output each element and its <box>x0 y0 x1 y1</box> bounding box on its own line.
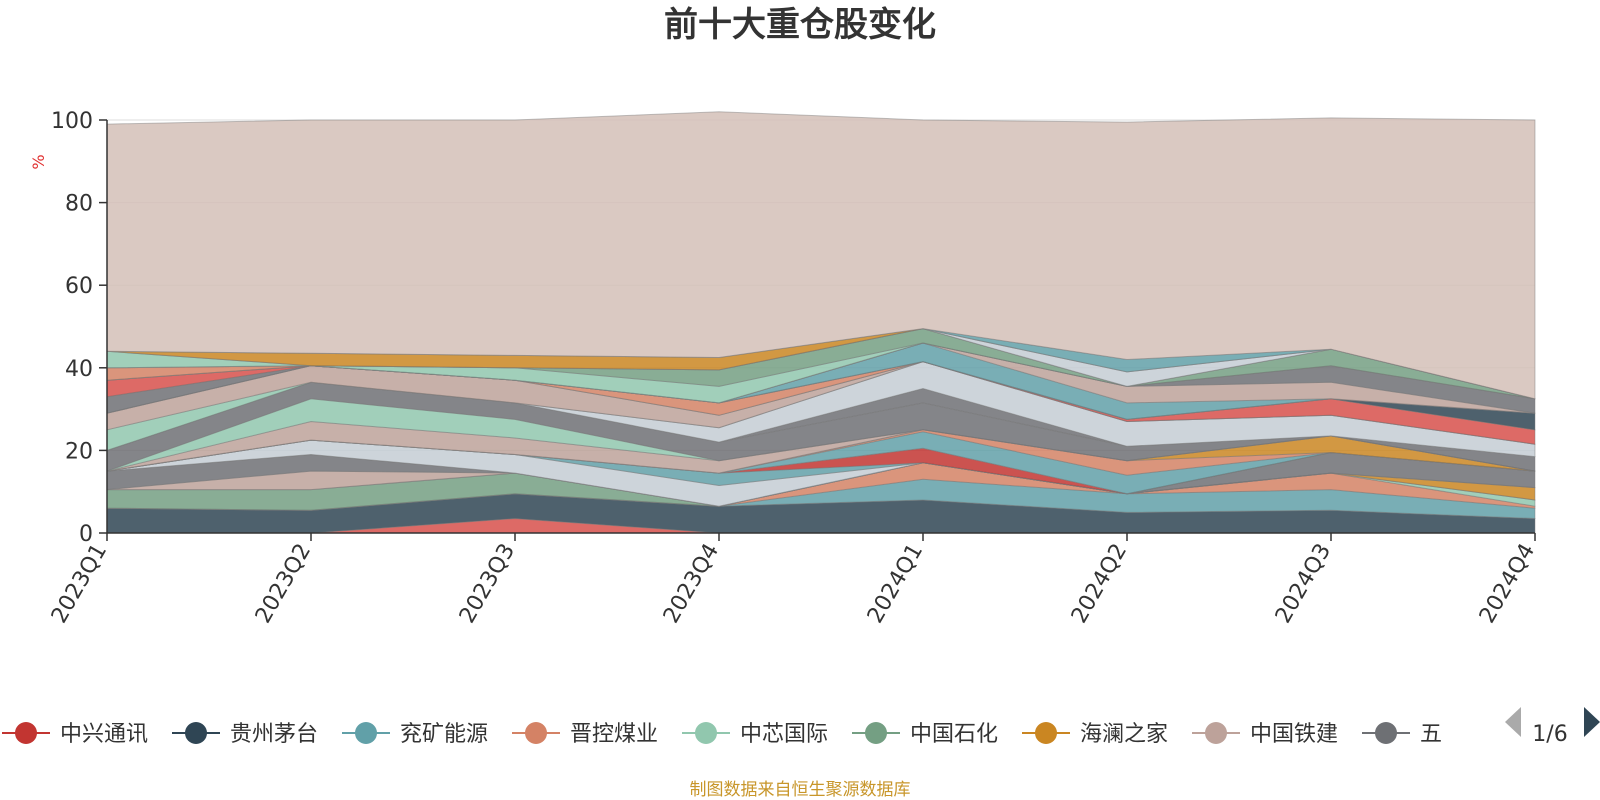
legend-marker-icon <box>525 722 547 744</box>
legend-prev-page-icon[interactable] <box>1505 707 1521 737</box>
legend-label: 海澜之家 <box>1080 722 1168 747</box>
y-tick-label: 20 <box>65 439 93 464</box>
legend-label: 中国石化 <box>910 722 998 747</box>
legend-item-8[interactable]: 五 <box>1362 722 1442 747</box>
legend-marker-icon <box>185 722 207 744</box>
legend-label: 兖矿能源 <box>400 722 488 747</box>
legend-label: 中芯国际 <box>740 722 828 747</box>
legend-item-7[interactable]: 中国铁建 <box>1192 722 1338 747</box>
x-tick-label: 2023Q1 <box>47 540 112 628</box>
y-axis-unit: % <box>29 154 48 169</box>
legend-marker-icon <box>695 722 717 744</box>
x-tick-label: 2024Q3 <box>1271 540 1336 628</box>
legend-item-5[interactable]: 中国石化 <box>852 722 998 747</box>
legend-item-1[interactable]: 贵州茅台 <box>172 722 318 747</box>
chart-title: 前十大重仓股变化 <box>664 5 936 45</box>
x-tick-label: 2023Q2 <box>251 540 316 628</box>
legend-marker-icon <box>1205 722 1227 744</box>
area-series-38 <box>106 111 1536 400</box>
legend-item-6[interactable]: 海澜之家 <box>1022 722 1168 747</box>
legend-label: 贵州茅台 <box>230 722 318 747</box>
legend-label: 中兴通讯 <box>60 722 148 747</box>
legend-pager: 1/6 <box>1505 707 1600 747</box>
x-tick-label: 2023Q3 <box>455 540 520 628</box>
x-tick-label: 2024Q2 <box>1067 540 1132 628</box>
legend-page-indicator: 1/6 <box>1532 722 1567 747</box>
y-tick-label: 0 <box>79 522 93 547</box>
legend-label: 晋控煤业 <box>570 722 658 747</box>
x-tick-label: 2023Q4 <box>659 540 724 628</box>
y-tick-label: 80 <box>65 192 93 217</box>
legend-label: 中国铁建 <box>1250 722 1338 747</box>
x-tick-label: 2024Q4 <box>1475 540 1540 628</box>
legend-item-3[interactable]: 晋控煤业 <box>512 722 658 747</box>
legend-marker-icon <box>1035 722 1057 744</box>
legend: 中兴通讯 贵州茅台 兖矿能源 晋控煤业 中芯国际 中国石化 海澜之家 中国铁建 五 <box>2 722 1442 747</box>
legend-label: 五 <box>1420 722 1442 747</box>
legend-marker-icon <box>355 722 377 744</box>
legend-item-4[interactable]: 中芯国际 <box>682 722 828 747</box>
legend-marker-icon <box>1375 722 1397 744</box>
y-tick-label: 100 <box>51 109 93 134</box>
source-note: 制图数据来自恒生聚源数据库 <box>690 780 911 800</box>
stacked-areas <box>106 111 1536 534</box>
legend-marker-icon <box>865 722 887 744</box>
legend-item-2[interactable]: 兖矿能源 <box>342 722 488 747</box>
legend-marker-icon <box>15 722 37 744</box>
y-tick-label: 40 <box>65 357 93 382</box>
x-tick-label: 2024Q1 <box>863 540 928 628</box>
y-tick-label: 60 <box>65 274 93 299</box>
legend-item-0[interactable]: 中兴通讯 <box>2 722 148 747</box>
legend-next-page-icon[interactable] <box>1584 707 1600 737</box>
